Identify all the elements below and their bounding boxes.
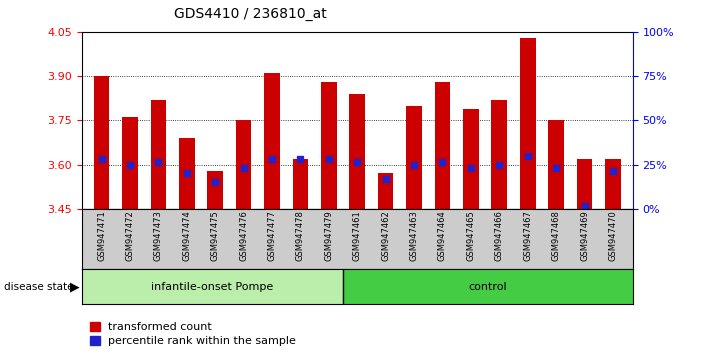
- Text: GSM947477: GSM947477: [267, 210, 277, 261]
- Bar: [122, 118, 138, 209]
- Bar: [264, 73, 280, 209]
- Bar: [491, 100, 507, 209]
- Bar: [378, 173, 393, 209]
- Text: GSM947471: GSM947471: [97, 210, 106, 261]
- Text: GSM947468: GSM947468: [552, 210, 560, 261]
- Text: GDS4410 / 236810_at: GDS4410 / 236810_at: [174, 7, 327, 21]
- Bar: [82, 269, 343, 304]
- Text: GSM947465: GSM947465: [466, 210, 476, 261]
- Text: GSM947478: GSM947478: [296, 210, 305, 261]
- Bar: [520, 38, 535, 209]
- Text: control: control: [469, 282, 507, 292]
- Bar: [548, 120, 564, 209]
- Text: disease state: disease state: [4, 282, 73, 292]
- Text: GSM947474: GSM947474: [182, 210, 191, 261]
- Text: GSM947463: GSM947463: [410, 210, 419, 261]
- Bar: [236, 120, 252, 209]
- Bar: [293, 159, 309, 209]
- Bar: [463, 109, 479, 209]
- Bar: [208, 171, 223, 209]
- Legend: transformed count, percentile rank within the sample: transformed count, percentile rank withi…: [87, 320, 299, 348]
- Text: GSM947466: GSM947466: [495, 210, 504, 261]
- Text: ▶: ▶: [70, 280, 80, 293]
- Text: infantile-onset Pompe: infantile-onset Pompe: [151, 282, 274, 292]
- Text: GSM947472: GSM947472: [126, 210, 134, 261]
- Bar: [151, 100, 166, 209]
- Bar: [343, 269, 633, 304]
- Bar: [350, 94, 365, 209]
- Bar: [577, 159, 592, 209]
- Text: GSM947475: GSM947475: [210, 210, 220, 261]
- Text: GSM947469: GSM947469: [580, 210, 589, 261]
- Text: GSM947464: GSM947464: [438, 210, 447, 261]
- Bar: [434, 82, 450, 209]
- Bar: [605, 159, 621, 209]
- Text: GSM947479: GSM947479: [324, 210, 333, 261]
- Text: GSM947470: GSM947470: [609, 210, 617, 261]
- Text: GSM947461: GSM947461: [353, 210, 362, 261]
- Text: GSM947462: GSM947462: [381, 210, 390, 261]
- Bar: [321, 82, 337, 209]
- Bar: [406, 105, 422, 209]
- Bar: [94, 76, 109, 209]
- Text: GSM947467: GSM947467: [523, 210, 533, 261]
- Bar: [179, 138, 195, 209]
- Text: GSM947473: GSM947473: [154, 210, 163, 261]
- Text: GSM947476: GSM947476: [239, 210, 248, 261]
